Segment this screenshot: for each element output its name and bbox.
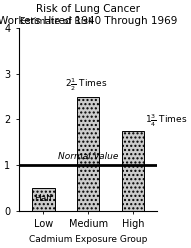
Bar xyxy=(77,96,99,211)
Title: Risk of Lung Cancer
Workers Hired 1940 Through 1969: Risk of Lung Cancer Workers Hired 1940 T… xyxy=(0,4,178,26)
X-axis label: Cadmium Exposure Group: Cadmium Exposure Group xyxy=(29,235,147,244)
Text: 2$\frac{1}{2}$ Times: 2$\frac{1}{2}$ Times xyxy=(65,77,107,93)
Text: Estimate of Risk: Estimate of Risk xyxy=(20,17,93,26)
Text: 1$\frac{3}{4}$ Times: 1$\frac{3}{4}$ Times xyxy=(145,112,188,129)
Text: Half: Half xyxy=(34,194,52,203)
Text: Normal Value: Normal Value xyxy=(58,152,118,161)
Bar xyxy=(32,188,55,211)
Bar xyxy=(122,131,144,211)
